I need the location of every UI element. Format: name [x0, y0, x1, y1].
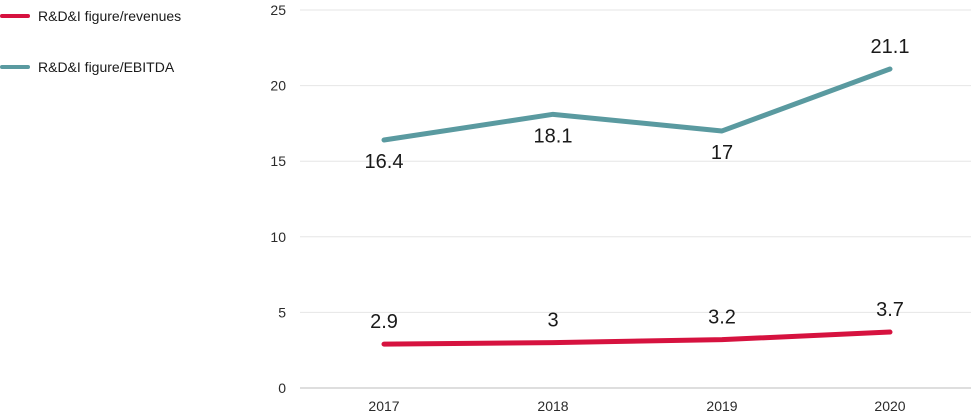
legend-label-revenues: R&D&I figure/revenues	[38, 8, 182, 24]
y-tick-label: 10	[270, 229, 286, 245]
legend-swatch-revenues	[0, 14, 30, 18]
y-tick-label: 25	[270, 2, 286, 18]
y-tick-label: 15	[270, 153, 286, 169]
gridlines	[300, 9, 971, 389]
x-axis-tick-labels: 2017 2018 2019 2020	[368, 398, 905, 414]
data-label: 17	[711, 142, 733, 164]
series-line-revenues	[381, 329, 893, 347]
y-axis-tick-labels: 0 5 10 15 20 25	[270, 2, 286, 396]
legend-label-ebitda: R&D&I figure/EBITDA	[38, 59, 175, 75]
data-label: 16.4	[365, 151, 404, 173]
y-tick-label: 0	[278, 380, 286, 396]
x-tick-label: 2019	[706, 398, 737, 414]
y-tick-label: 20	[270, 78, 286, 94]
x-tick-label: 2017	[368, 398, 399, 414]
legend-swatch-ebitda	[0, 65, 30, 69]
data-label: 3	[547, 310, 558, 332]
data-label: 18.1	[534, 125, 573, 147]
data-labels: 2.9 3 3.2 3.7 16.4 18.1 17 21.1	[365, 36, 910, 333]
y-tick-label: 5	[278, 304, 286, 320]
data-label: 3.7	[876, 299, 904, 321]
series-line-ebitda	[381, 66, 893, 143]
x-tick-label: 2018	[537, 398, 568, 414]
x-tick-label: 2020	[874, 398, 905, 414]
data-label: 3.2	[708, 307, 736, 329]
series-lines	[381, 66, 893, 347]
data-label: 2.9	[370, 311, 398, 333]
data-label: 21.1	[871, 36, 910, 58]
